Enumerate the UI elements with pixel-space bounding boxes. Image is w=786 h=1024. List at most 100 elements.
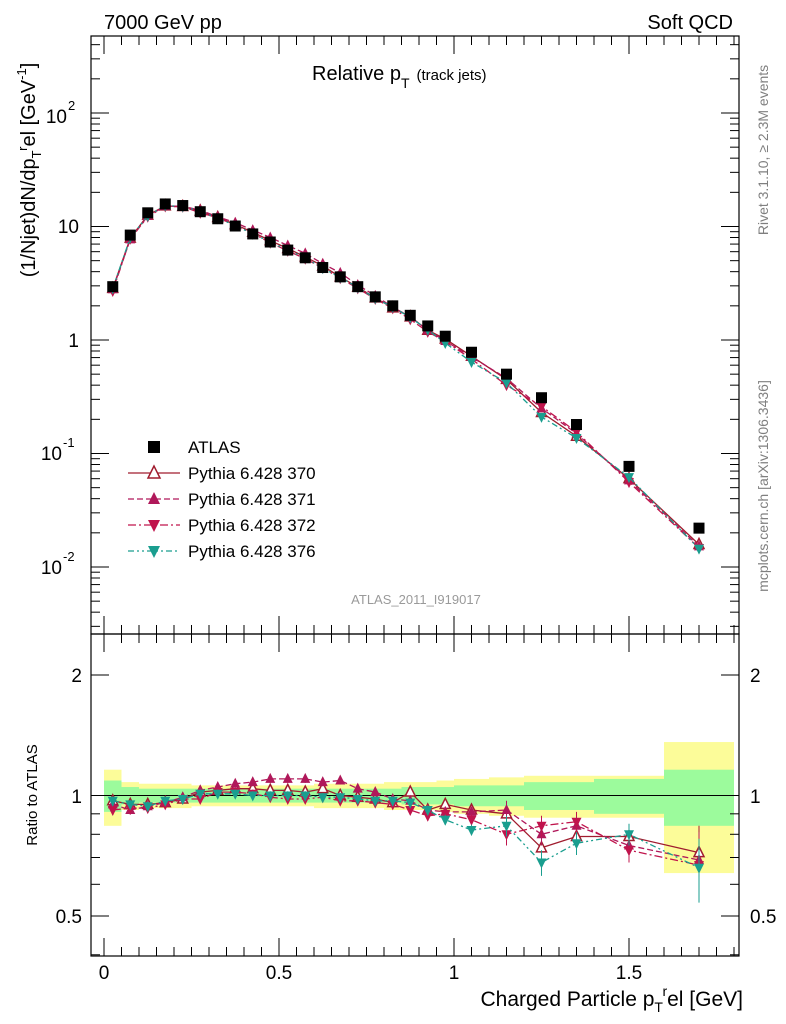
- main-point-0-7: [229, 220, 241, 232]
- ratio-point-3-4: [177, 795, 188, 806]
- ratio-point-3-16: [387, 796, 398, 807]
- ratio-point-3-12: [317, 793, 328, 804]
- ratio-point-3-8: [247, 791, 258, 802]
- ratio-point-3-20: [466, 825, 477, 836]
- ratio-point-3-23: [571, 839, 582, 850]
- xlabel-sub: T: [654, 999, 663, 1015]
- ratio-point-2-5: [195, 795, 206, 806]
- ratio-panel: 2 1 0.5 2 1 0.5 0 0.5 1 1.5 Ratio to ATL…: [24, 633, 776, 1015]
- legend: ATLAS Pythia 6.428 370 Pythia 6.428 371 Pyt…: [128, 438, 316, 561]
- main-point-0-25: [693, 522, 705, 534]
- legend-label-1: Pythia 6.428 370: [188, 464, 316, 483]
- main-point-0-15: [369, 291, 381, 303]
- xlabel-tail: el [GeV]: [667, 988, 743, 1011]
- main-point-0-22: [536, 392, 547, 404]
- ratio-ytick-label-0p5: 0.5: [56, 907, 82, 928]
- main-point-0-8: [247, 228, 259, 240]
- main-point-0-3: [159, 198, 171, 210]
- plot-title-suffix: (track jets): [417, 67, 487, 84]
- main-point-0-5: [194, 206, 206, 218]
- main-ylabel-sup: r: [15, 146, 30, 151]
- ratio-point-3-17: [405, 798, 416, 809]
- ytick-label-0p01-exp: -2: [63, 549, 75, 564]
- ratio-point-1-20: [466, 805, 477, 816]
- legend-marker-0: [148, 441, 160, 453]
- header-right: Soft QCD: [647, 12, 733, 34]
- ytick-label-1: 1: [68, 331, 79, 352]
- ratio-band-stat-25: [664, 769, 734, 826]
- ratio-ytick-label-1: 1: [71, 787, 82, 808]
- ytick-label-100: 10: [46, 107, 67, 128]
- main-point-0-0: [107, 281, 119, 293]
- ratio-point-3-3: [160, 796, 171, 807]
- ratio-point-3-5: [195, 789, 206, 800]
- xlabel: Charged Particle pTrel [GeV]: [480, 983, 743, 1015]
- main-ticks: [91, 36, 739, 634]
- main-point-0-24: [623, 460, 635, 472]
- main-point-0-14: [352, 281, 364, 293]
- ratio-point-1-12: [317, 776, 328, 787]
- main-point-4-21: [501, 378, 512, 389]
- plot-title-main: Relative p: [312, 63, 401, 85]
- ratio-point-3-6: [212, 789, 223, 800]
- main-point-0-2: [142, 207, 154, 219]
- xlabel-sup: r: [662, 983, 667, 999]
- ratio-point-1-9: [265, 772, 276, 783]
- main-point-4-24: [624, 473, 634, 484]
- main-point-0-1: [124, 229, 136, 241]
- ratio-point-3-22: [536, 858, 547, 869]
- ratio-point-3-0: [107, 796, 118, 807]
- main-point-3-22: [536, 402, 547, 413]
- ratio-point-3-15: [370, 796, 381, 807]
- ratio-point-3-9: [265, 791, 276, 802]
- main-point-0-6: [212, 213, 224, 225]
- ratio-ticks: [91, 634, 739, 956]
- ratio-point-2-22: [536, 821, 547, 832]
- main-ylabel: (1/Njet)dN/dpTrel [GeV-1]: [14, 63, 44, 278]
- xtick-label-0p5: 0.5: [266, 963, 292, 984]
- ratio-point-3-11: [300, 791, 311, 802]
- ytick-label-100-exp: 2: [68, 98, 75, 113]
- main-point-0-11: [299, 252, 311, 264]
- ratio-point-1-13: [335, 774, 346, 785]
- ytick-label-0p1: 10: [41, 444, 62, 465]
- ratio-point-1-10: [282, 772, 293, 783]
- xlabel-text: Charged Particle p: [480, 988, 654, 1011]
- ratio-point-2-23: [571, 817, 582, 828]
- ratio-point-2-0: [107, 805, 118, 816]
- ytick-label-0p1-exp: -1: [63, 435, 75, 450]
- main-ylabel-text: (1/Njet)dN/dp: [18, 158, 40, 277]
- plot-title: Relative pT (track jets): [312, 63, 487, 91]
- main-ylabel-close: ]: [18, 63, 40, 69]
- ratio-point-3-24: [624, 830, 634, 841]
- ratio-point-3-10: [282, 791, 293, 802]
- main-series-layer: [106, 198, 706, 555]
- ratio-ytick-label-1-right: 1: [750, 787, 761, 808]
- legend-marker-4: [148, 546, 160, 558]
- legend-marker-3: [148, 520, 160, 532]
- main-point-0-4: [177, 200, 189, 212]
- main-point-4-25: [694, 544, 704, 555]
- ratio-point-2-17: [405, 805, 416, 816]
- ratio-band-stat-24: [594, 778, 664, 814]
- ratio-band-stat-22: [524, 782, 559, 810]
- ratio-point-3-14: [352, 795, 363, 806]
- main-point-0-17: [404, 309, 416, 321]
- mcplots-label: mcplots.cern.ch [arXiv:1306.3436]: [755, 380, 771, 592]
- ratio-point-0-12: [316, 781, 329, 794]
- analysis-id: ATLAS_2011_I919017: [351, 592, 481, 607]
- main-point-0-10: [282, 244, 294, 256]
- ytick-label-0p01: 10: [41, 558, 62, 579]
- ratio-point-2-20: [466, 815, 477, 826]
- rivet-label: Rivet 3.1.10, ≥ 2.3M events: [755, 65, 771, 235]
- ratio-point-3-2: [142, 802, 153, 813]
- ratio-point-1-21: [501, 803, 512, 814]
- ratio-point-3-13: [335, 793, 346, 804]
- main-point-0-23: [571, 419, 582, 431]
- ratio-point-2-24: [624, 846, 634, 857]
- ratio-point-3-21: [501, 821, 512, 832]
- ratio-bands: [104, 742, 734, 874]
- main-point-4-22: [536, 412, 547, 423]
- ratio-point-3-19: [440, 815, 451, 826]
